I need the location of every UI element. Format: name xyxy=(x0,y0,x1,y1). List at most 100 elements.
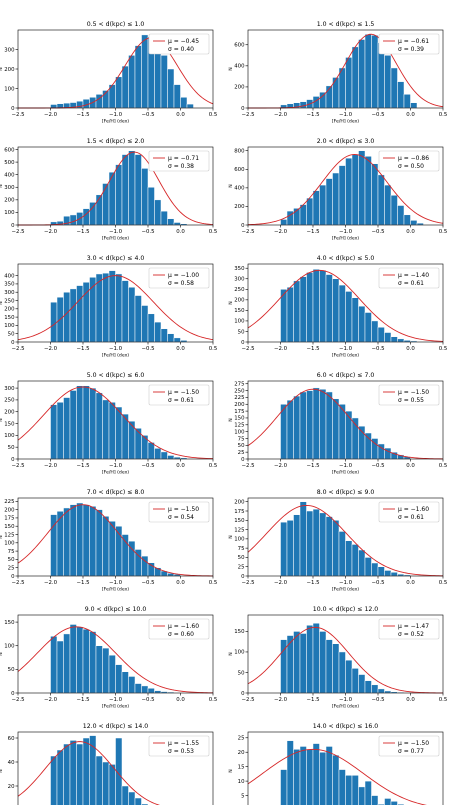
x-tick-label: −1.0 xyxy=(109,346,123,352)
x-tick-label: 0.0 xyxy=(406,229,415,235)
histogram-bar xyxy=(364,156,372,226)
histogram-panel-6: 4.0 < d(kpc) ≤ 5.0 −2.5 −2.0 −1.5 −1.0 −0.5 0.… xyxy=(228,255,447,359)
panel-title: 3.0 < d(kpc) ≤ 4.0 xyxy=(87,255,145,262)
panel-title: 6.0 < d(kpc) ≤ 7.0 xyxy=(317,372,375,379)
histogram-bar xyxy=(293,280,301,343)
legend-sigma-label: σ = 0.77 xyxy=(398,748,424,755)
histogram-bar xyxy=(108,402,116,460)
histogram-bar xyxy=(50,514,58,577)
x-tick-label: 0.0 xyxy=(176,580,185,586)
bars-group xyxy=(50,385,188,460)
histogram-bar xyxy=(358,150,366,226)
x-axis-label: [Fe/H] (dex) xyxy=(332,704,359,710)
x-tick-label: −2.5 xyxy=(11,463,24,469)
y-tick-label: 150 xyxy=(234,308,245,314)
histogram-bar xyxy=(345,659,353,694)
bars-group xyxy=(50,270,188,343)
x-tick-label: −2.5 xyxy=(241,697,254,703)
y-axis-label: N xyxy=(0,769,4,772)
histogram-bar xyxy=(160,451,168,460)
x-axis-label: [Fe/H] (dex) xyxy=(332,587,359,593)
histogram-bar xyxy=(364,557,372,577)
histogram-bar xyxy=(345,291,353,343)
histogram-bar xyxy=(173,84,181,109)
x-axis-label: [Fe/H] (dex) xyxy=(102,470,129,476)
histogram-bar xyxy=(332,520,340,577)
x-axis-label: [Fe/H] (dex) xyxy=(332,353,359,359)
bars-group xyxy=(280,622,405,694)
x-tick-label: −1.0 xyxy=(109,580,123,586)
x-tick-label: 0.0 xyxy=(176,346,185,352)
histogram-bar xyxy=(384,55,392,109)
x-tick-label: −2.5 xyxy=(11,580,24,586)
y-tick-label: 200 xyxy=(234,85,245,91)
y-tick-label: 100 xyxy=(234,537,245,543)
y-tick-label: 20 xyxy=(238,750,245,756)
histogram-bar xyxy=(338,651,346,694)
y-tick-label: 25 xyxy=(238,565,245,571)
x-tick-label: −1.0 xyxy=(109,112,123,118)
histogram-bar xyxy=(63,507,71,577)
histogram-bar xyxy=(89,202,97,226)
histogram-bar xyxy=(358,674,366,694)
legend-box xyxy=(148,735,210,757)
x-tick-label: −2.0 xyxy=(274,112,288,118)
y-tick-label: 250 xyxy=(234,388,245,394)
x-tick-label: −0.5 xyxy=(371,229,384,235)
histogram-bar xyxy=(371,795,379,809)
histogram-bar xyxy=(128,420,136,460)
histogram-bar xyxy=(82,385,90,460)
x-tick-label: −1.5 xyxy=(76,580,89,586)
histogram-bar xyxy=(180,97,188,109)
x-tick-label: 0.5 xyxy=(439,463,448,469)
histogram-bar xyxy=(358,305,366,343)
x-tick-label: −1.5 xyxy=(306,580,319,586)
histogram-bar xyxy=(63,633,71,694)
histogram-bar xyxy=(154,690,162,694)
histogram-bar xyxy=(338,284,346,343)
y-axis-label: N xyxy=(0,184,4,187)
bars-group xyxy=(280,740,411,809)
legend-mu-label: μ = −1.55 xyxy=(168,740,199,747)
histogram-bar xyxy=(403,214,411,226)
x-tick-label: −1.5 xyxy=(76,697,89,703)
histogram-bar xyxy=(280,521,288,577)
x-tick-label: −2.0 xyxy=(274,346,288,352)
histogram-bar xyxy=(121,154,129,226)
y-tick-label: 100 xyxy=(234,319,245,325)
y-tick-label: 200 xyxy=(4,410,15,416)
histogram-bar xyxy=(351,775,359,809)
histogram-bar xyxy=(89,506,97,577)
histogram-bar xyxy=(390,67,398,109)
histogram-panel-12: 10.0 < d(kpc) ≤ 12.0 −2.5 −2.0 −1.5 −1.0 −0.5… xyxy=(228,606,447,710)
x-tick-label: −1.5 xyxy=(306,229,319,235)
y-tick-label: 125 xyxy=(234,527,244,533)
y-tick-label: 50 xyxy=(8,557,15,563)
histogram-bar xyxy=(371,35,379,109)
bars-group xyxy=(50,502,181,577)
y-tick-label: 350 xyxy=(4,282,15,288)
histogram-bar xyxy=(108,654,116,694)
histogram-bar xyxy=(280,404,288,460)
histogram-bar xyxy=(384,570,392,577)
histogram-bar xyxy=(351,297,359,343)
x-axis-label: [Fe/H] (dex) xyxy=(332,470,359,476)
y-tick-label: 150 xyxy=(4,524,15,530)
histogram-bar xyxy=(141,34,149,109)
y-axis-label: N xyxy=(228,418,234,421)
histogram-bar xyxy=(351,154,359,226)
bars-group xyxy=(280,269,418,343)
y-tick-label: 0 xyxy=(241,457,245,463)
legend-mu-label: μ = −0.61 xyxy=(398,38,429,45)
x-axis-label: [Fe/H] (dex) xyxy=(332,236,359,242)
y-tick-label: 125 xyxy=(234,423,244,429)
x-tick-label: −0.5 xyxy=(141,697,154,703)
histogram-bar xyxy=(319,512,327,577)
legend-box xyxy=(378,384,440,406)
y-tick-label: 300 xyxy=(4,47,15,53)
histogram-bar xyxy=(108,764,116,809)
gaussian-fit-curve xyxy=(17,275,214,341)
y-tick-label: 250 xyxy=(4,298,15,304)
histogram-panel-1: 0.5 < d(kpc) ≤ 1.0 −2.5 −2.0 −1.5 −1.0 −0.5 0.… xyxy=(0,21,217,125)
x-tick-label: 0.0 xyxy=(406,580,415,586)
